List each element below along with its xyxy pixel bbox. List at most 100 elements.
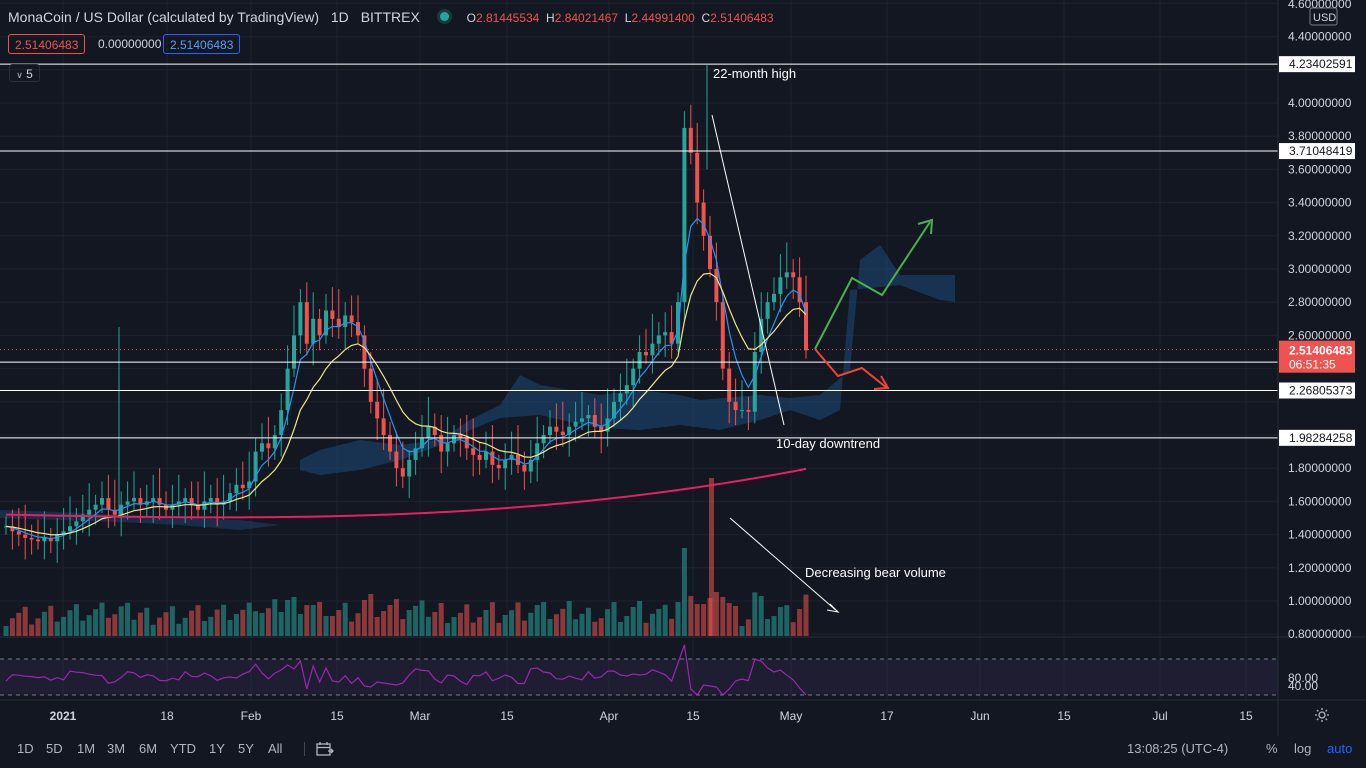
candle-body[interactable]: [528, 459, 533, 472]
buy-price-button[interactable]: 2.51406483: [163, 34, 241, 54]
candle-body[interactable]: [618, 393, 623, 402]
candle-body[interactable]: [522, 464, 527, 472]
candle-body[interactable]: [560, 431, 565, 435]
candle-body[interactable]: [29, 537, 34, 540]
candle-body[interactable]: [61, 531, 66, 535]
candle-body[interactable]: [324, 310, 328, 336]
candle-body[interactable]: [330, 310, 335, 319]
candle-body[interactable]: [279, 410, 284, 435]
candle-body[interactable]: [784, 272, 789, 278]
bearish-path[interactable]: [814, 348, 888, 389]
candle-body[interactable]: [247, 481, 252, 489]
timeframe-all[interactable]: All: [268, 741, 283, 756]
timeframe-6m[interactable]: 6M: [139, 741, 158, 756]
candle-body[interactable]: [42, 537, 47, 542]
candle-body[interactable]: [215, 498, 220, 505]
candle-body[interactable]: [599, 426, 604, 432]
candle-body[interactable]: [100, 498, 104, 505]
candle-body[interactable]: [93, 504, 98, 510]
candle-body[interactable]: [778, 277, 783, 294]
timeframe-1d[interactable]: 1D: [17, 741, 34, 756]
candle-body[interactable]: [388, 435, 392, 452]
candle-body[interactable]: [772, 293, 776, 303]
candle-body[interactable]: [624, 385, 629, 394]
candle-body[interactable]: [260, 443, 264, 452]
candle-body[interactable]: [567, 426, 572, 435]
candle-body[interactable]: [503, 459, 508, 469]
candle-body[interactable]: [407, 459, 412, 477]
sell-price-button[interactable]: 2.51406483: [8, 34, 86, 54]
percent-toggle[interactable]: %: [1266, 741, 1278, 756]
candle-body[interactable]: [272, 435, 277, 449]
candle-body[interactable]: [676, 302, 680, 344]
candle-body[interactable]: [394, 451, 399, 469]
candle-body[interactable]: [631, 368, 636, 386]
candle-body[interactable]: [343, 315, 348, 328]
candle-body[interactable]: [106, 498, 111, 510]
candle-body[interactable]: [420, 438, 424, 449]
candle-body[interactable]: [663, 332, 668, 336]
bullish-path[interactable]: [814, 221, 931, 350]
candle-body[interactable]: [112, 509, 117, 515]
interval-label[interactable]: 1D: [330, 9, 349, 25]
candle-body[interactable]: [413, 448, 418, 460]
candle-body[interactable]: [253, 451, 258, 482]
candle-body[interactable]: [714, 269, 719, 303]
candle-body[interactable]: [304, 302, 309, 344]
candle-body[interactable]: [234, 484, 239, 494]
candle-body[interactable]: [368, 368, 373, 402]
candle-body[interactable]: [669, 332, 674, 344]
log-toggle[interactable]: log: [1294, 741, 1312, 756]
timeframe-5d[interactable]: 5D: [46, 741, 63, 756]
candle-body[interactable]: [695, 152, 700, 203]
candle-body[interactable]: [157, 498, 162, 505]
candle-body[interactable]: [740, 410, 744, 412]
candle-body[interactable]: [10, 526, 15, 532]
candle-body[interactable]: [176, 501, 181, 505]
candle-body[interactable]: [285, 368, 290, 411]
candle-body[interactable]: [605, 418, 610, 432]
candle-body[interactable]: [458, 435, 463, 439]
candle-body[interactable]: [317, 318, 322, 336]
candle-body[interactable]: [656, 335, 661, 344]
candle-body[interactable]: [16, 531, 21, 535]
candle-body[interactable]: [445, 443, 450, 452]
candle-body[interactable]: [189, 498, 194, 505]
candle-body[interactable]: [356, 322, 360, 336]
auto-toggle[interactable]: auto: [1327, 741, 1353, 756]
candle-body[interactable]: [484, 451, 488, 460]
candle-body[interactable]: [720, 302, 725, 369]
candle-body[interactable]: [349, 315, 354, 323]
candle-body[interactable]: [464, 438, 469, 449]
candle-body[interactable]: [682, 127, 687, 303]
calendar-range-icon[interactable]: [316, 741, 334, 757]
candle-body[interactable]: [266, 443, 271, 449]
gear-icon[interactable]: [1314, 707, 1330, 723]
candle-body[interactable]: [586, 415, 591, 419]
candle-body[interactable]: [381, 418, 386, 435]
indicators-toggle[interactable]: ∨ 5: [9, 64, 40, 82]
candle-body[interactable]: [362, 335, 367, 369]
candle-body[interactable]: [797, 277, 802, 303]
candle-body[interactable]: [23, 534, 28, 538]
candle-body[interactable]: [400, 468, 405, 477]
candle-body[interactable]: [548, 426, 552, 435]
candle-body[interactable]: [240, 484, 245, 489]
candle-body[interactable]: [228, 493, 232, 502]
candle-body[interactable]: [36, 539, 40, 542]
candle-body[interactable]: [80, 514, 85, 522]
candle-body[interactable]: [196, 504, 200, 510]
timeframe-1m[interactable]: 1M: [77, 741, 96, 756]
candle-body[interactable]: [541, 435, 546, 444]
candle-body[interactable]: [48, 537, 53, 542]
candle-body[interactable]: [298, 302, 303, 336]
candle-body[interactable]: [477, 454, 482, 460]
timeframe-1y[interactable]: 1Y: [209, 741, 225, 756]
candle-body[interactable]: [496, 464, 501, 469]
candle-body[interactable]: [688, 127, 693, 153]
candle-body[interactable]: [554, 426, 559, 432]
candle-body[interactable]: [580, 418, 584, 422]
candle-body[interactable]: [804, 302, 808, 351]
candle-body[interactable]: [87, 509, 92, 515]
